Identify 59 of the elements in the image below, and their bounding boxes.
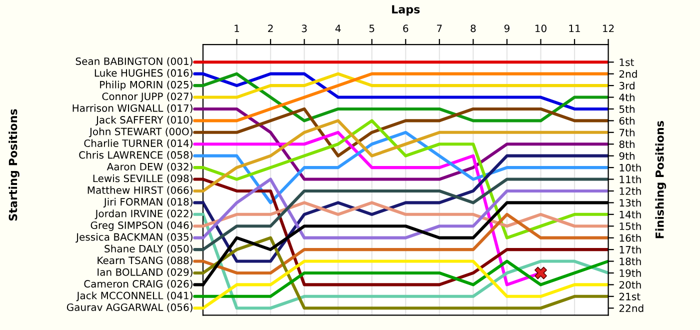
x-tick-label: 1: [234, 24, 240, 32]
y-tick-label: 15th: [620, 222, 641, 230]
legend-label: Harrison WIGNALL (017): [72, 104, 192, 114]
x-tick-label: 9: [504, 24, 510, 32]
x-tick-label: 12: [603, 24, 614, 32]
y-tick-label: 10th: [620, 164, 641, 172]
legend-label: Matthew HIRST (066): [88, 186, 192, 196]
legend-label: Sean BABINGTON (001): [76, 57, 192, 66]
y-tick-label: 13th: [620, 198, 641, 207]
x-tick-label: 3: [302, 24, 307, 32]
legend-label: Charlie TURNER (014): [84, 139, 192, 148]
y-tick-label: 16th: [620, 234, 641, 242]
legend-label: Cameron CRAIG (026): [84, 280, 192, 289]
legend-label: Ian BOLLAND (029): [98, 268, 192, 278]
legend-label: Gaurav AGGARWAL (056): [66, 303, 192, 312]
x-tick-label: 4: [335, 24, 341, 32]
x-tick-label: 6: [403, 24, 408, 32]
y-tick-label: 6th: [619, 116, 634, 125]
legend-label: Jessica BACKMAN (035): [76, 232, 192, 243]
y-tick-label: 19th: [620, 269, 641, 277]
legend-label: Jordan IRVINE (022): [94, 210, 192, 220]
y-tick-label: 5th: [619, 105, 634, 113]
legend-label: Chris LAWRENCE (058): [79, 150, 192, 160]
y-tick-label: 7th: [620, 128, 634, 136]
y-tick-label: 8th: [619, 140, 634, 148]
x-axis-title: Laps: [392, 5, 420, 16]
y-tick-label: 20th: [619, 280, 641, 289]
x-tick-label: 5: [369, 24, 374, 32]
legend-label: John STEWART (00O): [88, 128, 192, 138]
y-tick-label: 17th: [620, 246, 641, 254]
legend-label: Jack SAFFERY (010): [96, 116, 192, 126]
y-tick-label: 21st: [619, 292, 640, 300]
x-tick-label: 8: [470, 24, 476, 32]
y-tick-label: 4th: [619, 93, 634, 102]
legend-label: Luke HUGHES (016): [94, 68, 192, 78]
y-tick-label: 2nd: [619, 70, 637, 78]
y-axis-title: Finishing Positions: [655, 121, 666, 238]
x-tick-label: 11: [569, 24, 580, 32]
legend-label: Jack MCCONNELL (041): [76, 292, 192, 302]
legend-label: Greg SIMPSON (046): [90, 221, 192, 231]
y-tick-label: 9th: [619, 152, 634, 160]
x-tick-label: 7: [437, 24, 442, 32]
legend-label: Philip MORIN (025): [100, 80, 192, 90]
x-tick-label: 10: [535, 24, 546, 32]
x-tick-label: 2: [268, 24, 273, 32]
y-tick-label: 12th: [620, 187, 641, 195]
legend-label: Jiri FORMAN (018): [103, 198, 192, 208]
y-tick-label: 3rd: [619, 82, 634, 90]
legend-label: Connor JUPP (027): [102, 92, 192, 102]
y-tick-label: 11th: [620, 175, 641, 184]
legend-label: Shane DALY (050): [104, 244, 192, 254]
y-tick-label: 14th: [620, 210, 641, 218]
y-tick-label: 1st: [620, 58, 634, 66]
text: Starting Positions: [8, 109, 20, 221]
y-tick-label: 22nd: [619, 304, 644, 312]
y-tick-label: 18th: [620, 257, 641, 266]
legend-label: Aaron DEW (032): [106, 162, 192, 172]
legend-label: Lewis SEVILLE (098): [93, 174, 192, 184]
legend-label: Kearn TSANG (088): [98, 256, 192, 266]
